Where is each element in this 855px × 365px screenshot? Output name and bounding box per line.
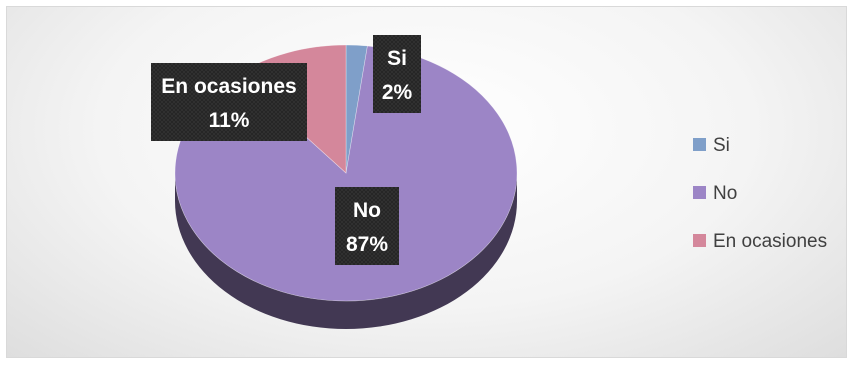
data-labels: Si 2% No 87% En ocasiones 11% <box>151 35 421 265</box>
legend-label: No <box>713 183 737 204</box>
legend-swatch <box>693 138 706 151</box>
data-label-percent: 2% <box>382 81 413 104</box>
data-label-box <box>335 187 399 265</box>
slice-side-no <box>175 173 517 329</box>
data-label-en-ocasiones: En ocasiones 11% <box>151 63 307 141</box>
data-label-percent: 87% <box>346 233 388 256</box>
legend-item-en-ocasiones: En ocasiones <box>693 231 827 252</box>
data-label-box <box>151 63 307 141</box>
legend-item-si: Si <box>693 135 730 156</box>
pie-3d-sides <box>175 173 517 329</box>
data-label-category: No <box>353 199 381 222</box>
data-label-category: En ocasiones <box>161 75 296 98</box>
legend-swatch <box>693 234 706 247</box>
legend: Si No En ocasiones <box>693 135 827 252</box>
data-label-si: Si 2% <box>373 35 421 113</box>
legend-label: Si <box>713 135 730 156</box>
legend-item-no: No <box>693 183 737 204</box>
data-label-box <box>373 35 421 113</box>
legend-label: En ocasiones <box>713 231 827 252</box>
legend-swatch <box>693 186 706 199</box>
chart-area: Si 2% No 87% En ocasiones 11% Si No En ocasione… <box>6 6 847 358</box>
data-label-percent: 11% <box>209 109 250 132</box>
pie-chart: Si 2% No 87% En ocasiones 11% Si No En ocasione… <box>151 35 827 329</box>
data-label-no: No 87% <box>335 187 399 265</box>
data-label-category: Si <box>387 47 407 70</box>
